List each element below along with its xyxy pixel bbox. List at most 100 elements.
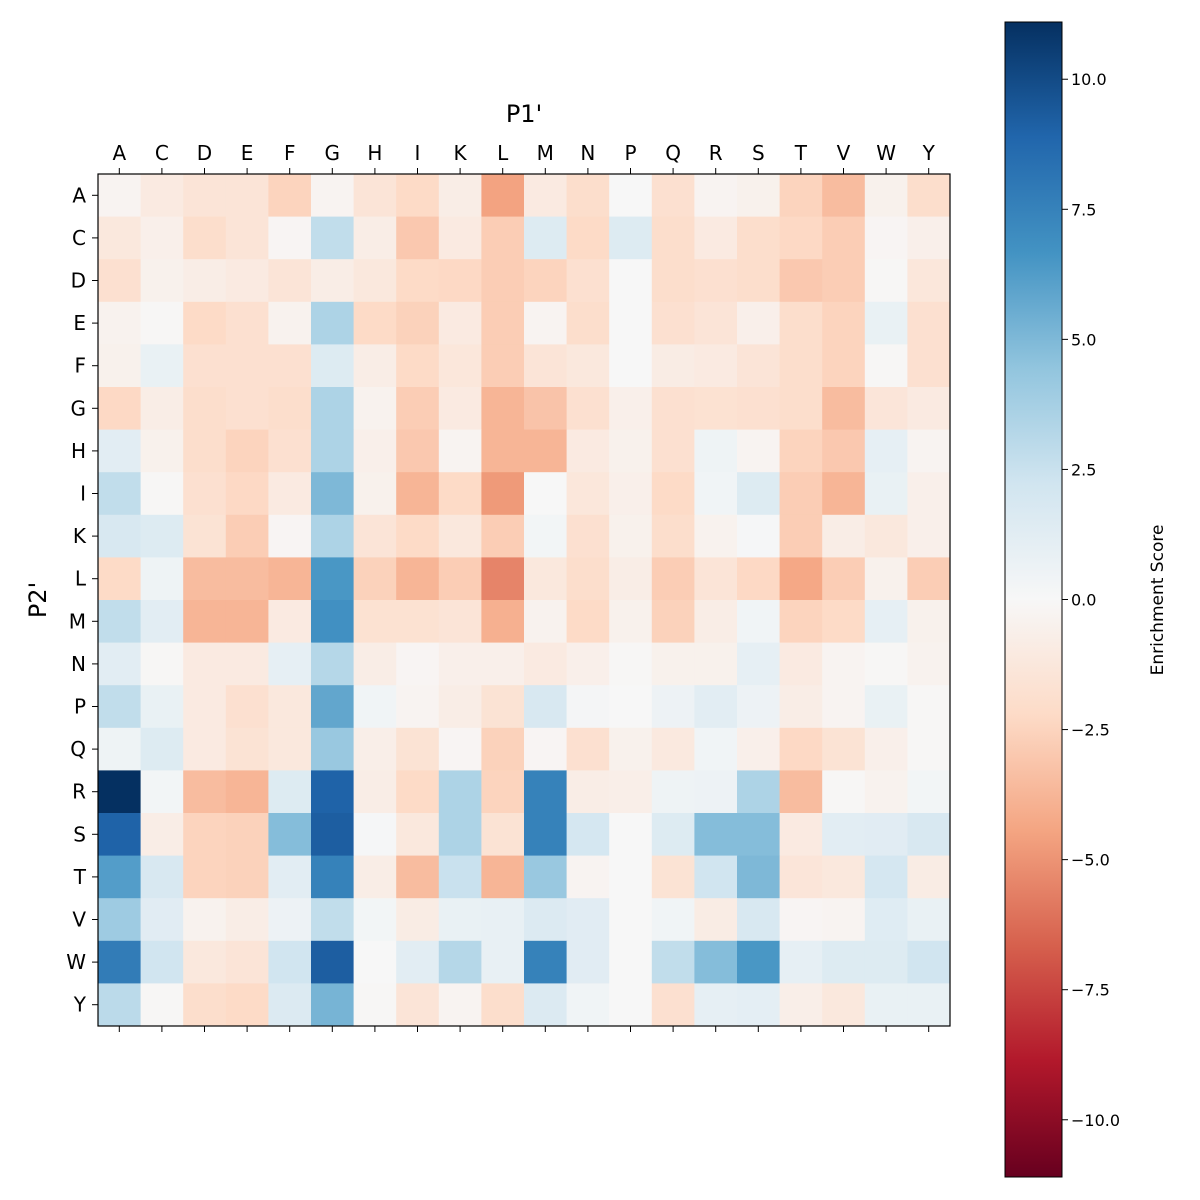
y-tick-label: I bbox=[80, 482, 86, 506]
colorbar-tick-label: 10.0 bbox=[1071, 70, 1107, 89]
heatmap-cell bbox=[481, 387, 525, 431]
heatmap-cell bbox=[183, 983, 227, 1027]
heatmap-cell bbox=[140, 642, 184, 686]
heatmap-cell bbox=[864, 557, 908, 601]
x-tick-label: V bbox=[837, 141, 851, 165]
heatmap-cell bbox=[822, 301, 866, 345]
x-tick-label: N bbox=[580, 141, 595, 165]
colorbar-tick-label: −7.5 bbox=[1071, 981, 1110, 1000]
heatmap-cell bbox=[822, 642, 866, 686]
x-tick-label: M bbox=[537, 141, 554, 165]
heatmap-cell bbox=[225, 301, 269, 345]
heatmap-cell bbox=[396, 174, 440, 218]
heatmap-cell bbox=[353, 514, 397, 558]
heatmap-cell bbox=[566, 600, 610, 644]
heatmap-cell bbox=[694, 600, 738, 644]
heatmap-cell bbox=[822, 429, 866, 473]
heatmap-cell bbox=[694, 344, 738, 388]
heatmap-cell bbox=[98, 770, 142, 814]
heatmap-cell bbox=[822, 387, 866, 431]
heatmap-cell bbox=[396, 898, 440, 942]
heatmap-cell bbox=[353, 898, 397, 942]
heatmap-cell bbox=[396, 600, 440, 644]
heatmap-cell bbox=[907, 514, 951, 558]
heatmap-cell bbox=[694, 216, 738, 260]
heatmap-cell bbox=[225, 514, 269, 558]
heatmap-cell bbox=[311, 770, 355, 814]
heatmap-cell bbox=[694, 557, 738, 601]
heatmap-cell bbox=[311, 855, 355, 899]
y-tick-label: N bbox=[71, 652, 86, 676]
colorbar-tick-label: 2.5 bbox=[1071, 460, 1096, 479]
heatmap-cell bbox=[822, 770, 866, 814]
heatmap-cell bbox=[396, 940, 440, 984]
heatmap-cell bbox=[98, 174, 142, 218]
heatmap-cell bbox=[694, 813, 738, 857]
heatmap-cell bbox=[140, 727, 184, 771]
heatmap-cell bbox=[524, 983, 568, 1027]
heatmap-cell bbox=[907, 600, 951, 644]
heatmap-cell bbox=[98, 600, 142, 644]
heatmap-cell bbox=[225, 387, 269, 431]
heatmap-cell bbox=[737, 727, 781, 771]
x-tick-label: R bbox=[709, 141, 723, 165]
heatmap-cell bbox=[737, 685, 781, 729]
heatmap-cell bbox=[268, 557, 312, 601]
heatmap-cell bbox=[779, 983, 823, 1027]
y-tick-label: T bbox=[73, 865, 87, 889]
heatmap-cell bbox=[524, 770, 568, 814]
heatmap-cell bbox=[651, 344, 695, 388]
heatmap-cell bbox=[524, 174, 568, 218]
heatmap-cell bbox=[98, 216, 142, 260]
heatmap-cell bbox=[822, 940, 866, 984]
heatmap-cell bbox=[737, 174, 781, 218]
heatmap-cell bbox=[438, 600, 482, 644]
y-tick-label: A bbox=[72, 183, 86, 207]
heatmap-cell bbox=[396, 685, 440, 729]
heatmap-cell bbox=[864, 727, 908, 771]
colorbar-tick-label: 7.5 bbox=[1071, 200, 1096, 219]
heatmap-cell bbox=[524, 727, 568, 771]
heatmap-cell bbox=[566, 472, 610, 516]
heatmap-cell bbox=[694, 259, 738, 303]
heatmap-cell bbox=[609, 940, 653, 984]
heatmap-cell bbox=[438, 770, 482, 814]
heatmap-cell bbox=[609, 174, 653, 218]
heatmap-cell bbox=[225, 344, 269, 388]
heatmap-cell bbox=[779, 472, 823, 516]
heatmap-cell bbox=[311, 429, 355, 473]
heatmap-cell bbox=[140, 685, 184, 729]
heatmap-cell bbox=[311, 259, 355, 303]
heatmap-cell bbox=[438, 216, 482, 260]
heatmap-cell bbox=[396, 727, 440, 771]
heatmap-cell bbox=[225, 429, 269, 473]
heatmap-cell bbox=[694, 429, 738, 473]
heatmap-cell bbox=[566, 259, 610, 303]
heatmap-cell bbox=[779, 216, 823, 260]
heatmap-cell bbox=[311, 557, 355, 601]
heatmap-cell bbox=[566, 813, 610, 857]
heatmap-cell bbox=[779, 259, 823, 303]
heatmap-cell bbox=[268, 855, 312, 899]
y-tick-label: P bbox=[74, 695, 86, 719]
heatmap-cell bbox=[140, 387, 184, 431]
heatmap-cell bbox=[311, 344, 355, 388]
heatmap-cell bbox=[907, 898, 951, 942]
plot-frame bbox=[97, 173, 951, 1027]
heatmap-cell bbox=[651, 557, 695, 601]
heatmap-cell bbox=[481, 940, 525, 984]
heatmap-cell bbox=[481, 174, 525, 218]
heatmap-cell bbox=[609, 259, 653, 303]
heatmap-cell bbox=[779, 855, 823, 899]
heatmap-cell bbox=[183, 642, 227, 686]
heatmap-cell bbox=[694, 770, 738, 814]
heatmap-cell bbox=[98, 344, 142, 388]
heatmap-cell bbox=[864, 259, 908, 303]
heatmap-cell bbox=[524, 813, 568, 857]
heatmap-cell bbox=[481, 557, 525, 601]
x-tick-label: C bbox=[155, 141, 169, 165]
heatmap-cell bbox=[694, 727, 738, 771]
x-tick-label: H bbox=[367, 141, 382, 165]
heatmap-cell bbox=[609, 813, 653, 857]
heatmap-cell bbox=[566, 770, 610, 814]
